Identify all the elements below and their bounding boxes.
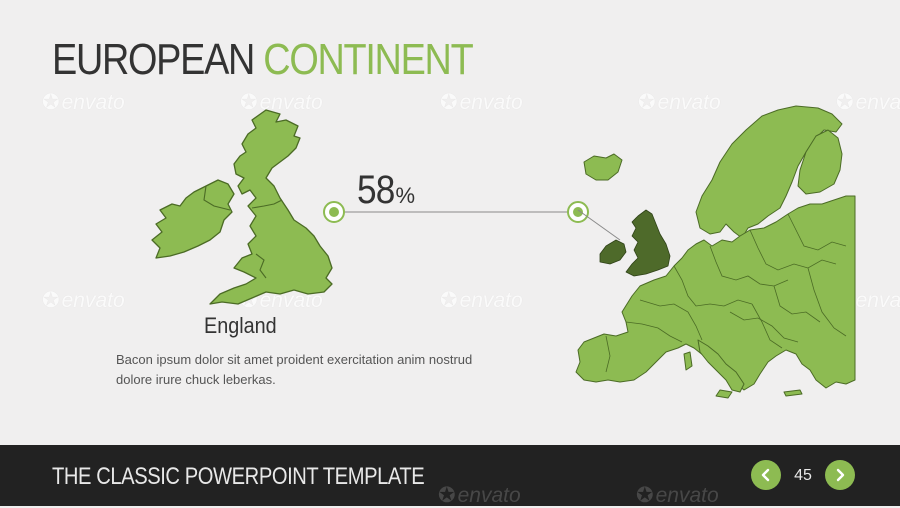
watermark: ✪envato	[42, 91, 125, 114]
watermark: ✪envato	[438, 484, 521, 507]
watermark: ✪envato	[440, 91, 523, 114]
title-word-1: EUROPEAN	[52, 35, 255, 84]
europe-map	[575, 105, 856, 399]
stat-value: 58	[357, 168, 395, 212]
great-britain-shape	[209, 109, 333, 305]
iceland-shape	[583, 153, 623, 181]
title-word-2: CONTINENT	[263, 35, 473, 84]
watermark: ✪envato	[636, 484, 719, 507]
next-slide-button[interactable]	[825, 460, 855, 490]
country-description: Bacon ipsum dolor sit amet proident exer…	[116, 352, 473, 387]
footer-bar: THE CLASSIC POWERPOINT TEMPLATE ✪envato …	[0, 445, 900, 507]
country-name: England	[204, 313, 277, 338]
slide: EUROPEAN CONTINENT ✪envato ✪envato ✪enva…	[42, 34, 900, 399]
connector-line	[323, 201, 589, 223]
watermark: ✪envato	[42, 289, 125, 312]
ireland-highlight-shape	[599, 239, 627, 265]
mainland-europe-shape	[575, 195, 856, 391]
stat-unit: %	[395, 183, 416, 208]
finland-shape	[797, 129, 843, 195]
chevron-right-icon	[836, 468, 845, 482]
slide-title: EUROPEAN CONTINENT	[52, 34, 474, 86]
uk-ireland-map	[151, 109, 333, 305]
chevron-left-icon	[761, 468, 770, 482]
stat-percentage: 58%	[357, 168, 415, 213]
previous-slide-button[interactable]	[751, 460, 781, 490]
uk-highlight-shape	[625, 209, 671, 277]
watermark: ✪envato	[440, 289, 523, 312]
ireland-shape	[151, 179, 235, 259]
page-number: 45	[794, 467, 812, 484]
footer-title: THE CLASSIC POWERPOINT TEMPLATE	[52, 463, 425, 490]
